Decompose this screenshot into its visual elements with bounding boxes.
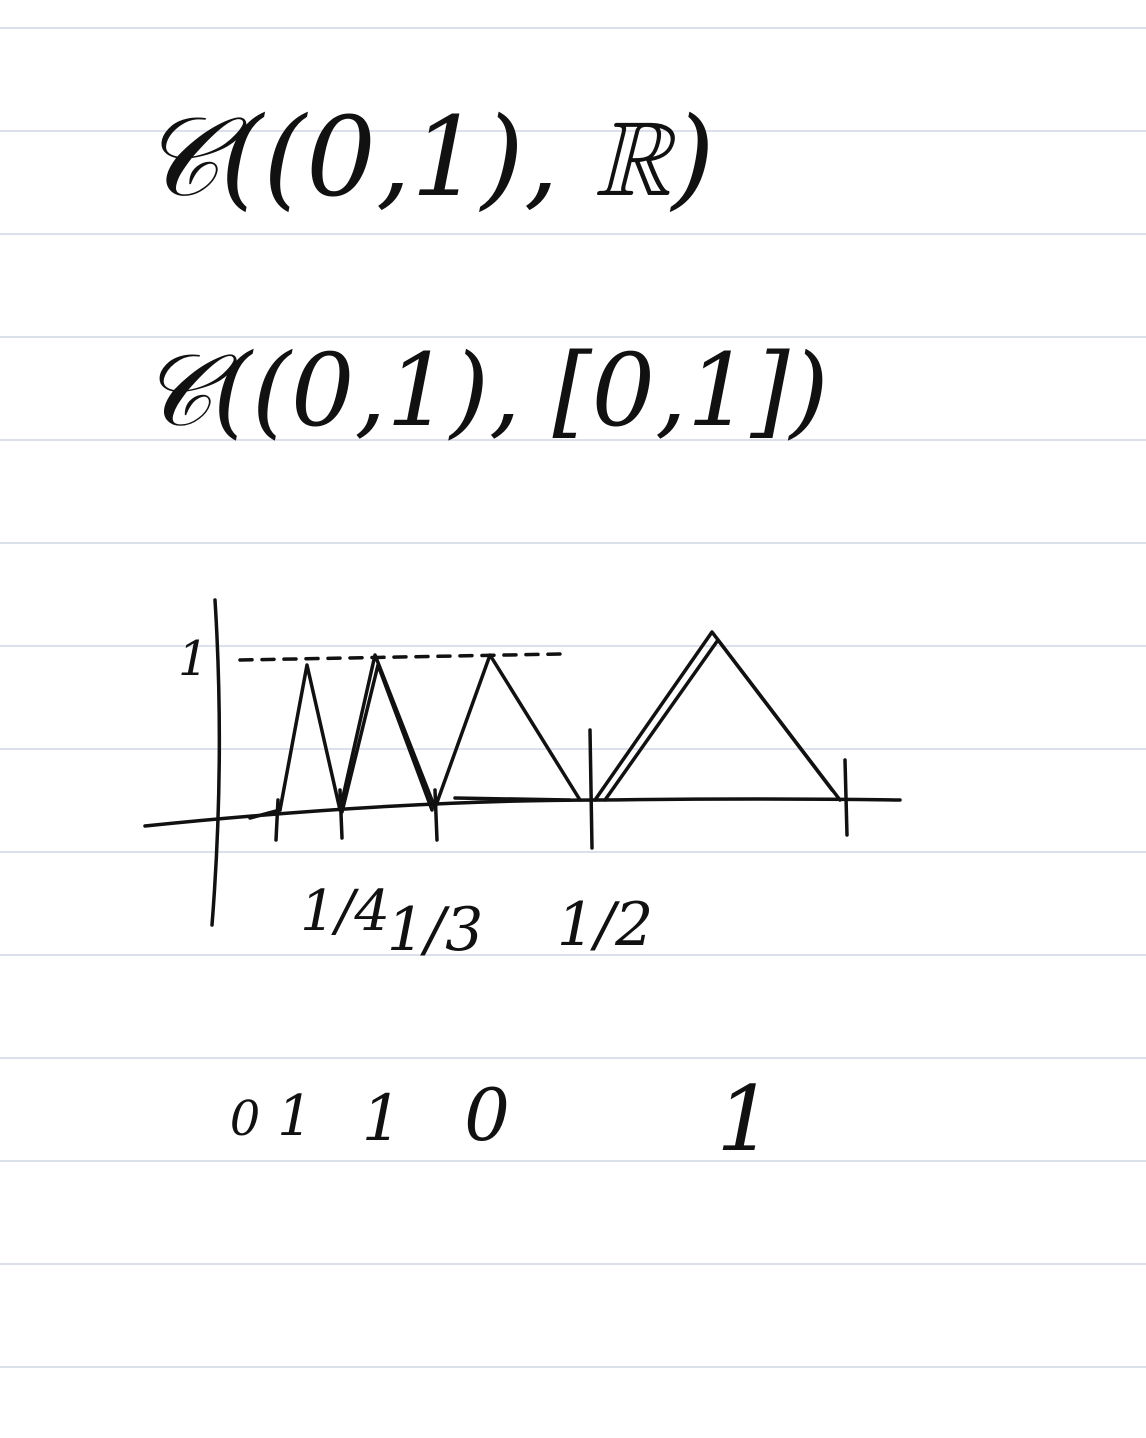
- x-label: 1/3: [387, 895, 484, 965]
- triangle: [593, 630, 842, 802]
- tick: [843, 758, 849, 837]
- sequence-digit: 1: [277, 1084, 313, 1149]
- sequence-digit: 0: [230, 1091, 261, 1147]
- x-label: 1/4: [300, 879, 390, 944]
- triangle: [603, 638, 834, 802]
- sequence-digit: 1: [716, 1067, 773, 1172]
- sequence-digit: 1: [362, 1082, 403, 1156]
- triangle: [340, 663, 434, 814]
- tick: [274, 798, 280, 842]
- sketch: 1 1/4 1/3 1/2: [143, 598, 902, 965]
- y-label: 1: [178, 631, 209, 687]
- triangle: [278, 663, 342, 812]
- triangle: [338, 653, 437, 812]
- ruled-lines: [0, 27, 1146, 1368]
- triangle: [433, 653, 582, 810]
- dashed-level: [238, 652, 562, 662]
- horizontal-axis: [143, 797, 902, 828]
- tick: [588, 728, 594, 850]
- vertical-axis: [210, 598, 222, 927]
- flat-segment: [453, 796, 572, 802]
- tick: [433, 788, 439, 842]
- sequence: 0 1 1 0 1: [230, 1067, 774, 1172]
- x-label: 1/2: [557, 890, 654, 960]
- sequence-digit: 0: [464, 1073, 510, 1157]
- flat-segment: [248, 808, 282, 820]
- tick: [338, 788, 344, 840]
- handwritten-line: 𝒞((0,1), ℝ): [140, 93, 715, 221]
- handwritten-line: 𝒞((0,1), [0,1]): [140, 332, 829, 449]
